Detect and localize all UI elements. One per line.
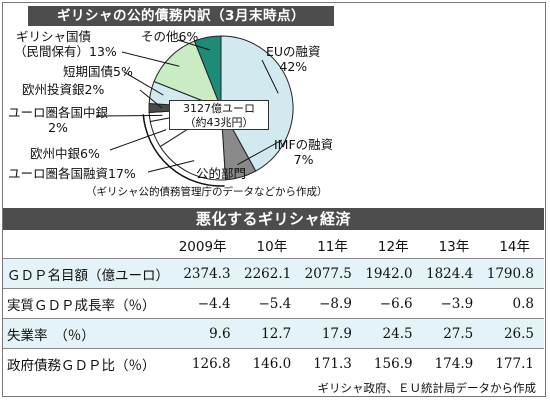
table-cell: 2374.3 [183, 265, 231, 282]
table-cell: 26.5 [503, 325, 534, 342]
table-title: 悪化するギリシャ経済 [3, 208, 544, 230]
year-header: 10年 [256, 239, 288, 255]
label-greek-bonds: ギリシャ国債 （民間保有）13% [14, 29, 117, 59]
table-cell: −5.4 [258, 295, 292, 312]
table-cell: 1824.4 [426, 265, 474, 282]
label-ecb: 欧州中銀6% [30, 146, 100, 161]
label-other: その他6% [141, 29, 199, 44]
leader-line [237, 139, 283, 166]
table-cell: 2262.1 [243, 265, 292, 282]
leader-line [147, 160, 195, 173]
table-row: ＧＤＰ名目額（億ユーロ） 2374.3 2262.1 2077.5 1942.0… [3, 258, 544, 289]
economy-table: 2009年 10年 11年 12年 13年 14年 ＧＤＰ名目額（億ユーロ） 2… [3, 232, 544, 378]
pie-chart-title: ギリシャの公的債務内訳（3月末時点） [28, 6, 334, 26]
pie-slice [193, 35, 222, 109]
row-label: ＧＤＰ名目額（億ユーロ） [7, 267, 169, 284]
table-cell: 156.9 [373, 355, 413, 372]
row-label: 政府債務ＧＤＰ比（％） [7, 357, 156, 374]
table-cell: 126.8 [191, 355, 231, 372]
label-eurozone-central-banks: ユーロ圏各国中銀 2% [8, 105, 109, 135]
pie-slice [153, 40, 222, 109]
leader-line [123, 71, 164, 96]
label-eu-loans: EUの融資 42% [266, 44, 321, 74]
table-cell: −6.6 [379, 295, 413, 312]
leader-line [109, 129, 167, 151]
table-source-note: ギリシャ政府、ＥＵ統計局データから作成 [317, 381, 537, 395]
table-cell: −8.9 [319, 295, 352, 312]
table-cell: 146.0 [252, 355, 292, 372]
leader-line [139, 89, 163, 109]
year-header: 13年 [438, 239, 470, 255]
label-eib: 欧州投資銀2% [22, 82, 105, 97]
table-row: 実質ＧＤＰ成長率（％） −4.4 −5.4 −8.9 −6.6 −3.9 0.8 [3, 288, 544, 319]
table-cell: 1790.8 [486, 265, 534, 282]
year-header: 12年 [377, 239, 409, 255]
leader-line [261, 59, 279, 94]
year-header-row: 2009年 10年 11年 12年 13年 14年 [3, 232, 544, 259]
leader-line [177, 39, 211, 51]
table-cell: 1942.0 [365, 265, 413, 282]
year-header: 14年 [499, 239, 530, 255]
total-amount: 3127億ユーロ [183, 102, 255, 115]
pie-source-note: （ギリシャ公的債務管理庁のデータなどから作成） [86, 186, 328, 198]
label-tbills: 短期国債5% [63, 64, 133, 79]
year-header: 11年 [317, 239, 348, 255]
leader-line [121, 51, 180, 67]
table-cell: 17.9 [321, 325, 352, 342]
table-cell: 12.7 [261, 325, 292, 342]
table-cell: −4.4 [197, 295, 231, 312]
figure-frame [2, 2, 546, 397]
label-imf-loans: IMFの融資 7% [274, 137, 334, 167]
table-row: 政府債務ＧＤＰ比（％） 126.8 146.0 171.3 156.9 174.… [3, 348, 544, 379]
pie-center-total: 3127億ユーロ （約43兆円） [169, 100, 269, 130]
label-eurozone-loans: ユーロ圏各国融資17% [8, 166, 136, 181]
table-row: 失業率 （％） 9.6 12.7 17.9 24.5 27.5 26.5 [3, 318, 544, 349]
table-cell: 171.3 [313, 355, 352, 372]
table-cell: 177.1 [495, 355, 534, 372]
table-cell: 24.5 [382, 325, 413, 342]
row-label: 実質ＧＤＰ成長率（％） [7, 297, 156, 314]
table-cell: 27.5 [443, 325, 474, 342]
row-label: 失業率 （％） [7, 327, 95, 344]
label-public-sector: 公的部門 [196, 166, 247, 181]
table-cell: 0.8 [512, 295, 534, 312]
table-cell: −3.9 [440, 295, 474, 312]
total-yen: （約43兆円） [184, 116, 254, 129]
table-cell: 174.9 [434, 355, 474, 372]
leader-line [95, 114, 163, 117]
table-cell: 2077.5 [304, 265, 352, 282]
year-header: 2009年 [178, 239, 227, 255]
table-cell: 9.6 [209, 325, 231, 342]
